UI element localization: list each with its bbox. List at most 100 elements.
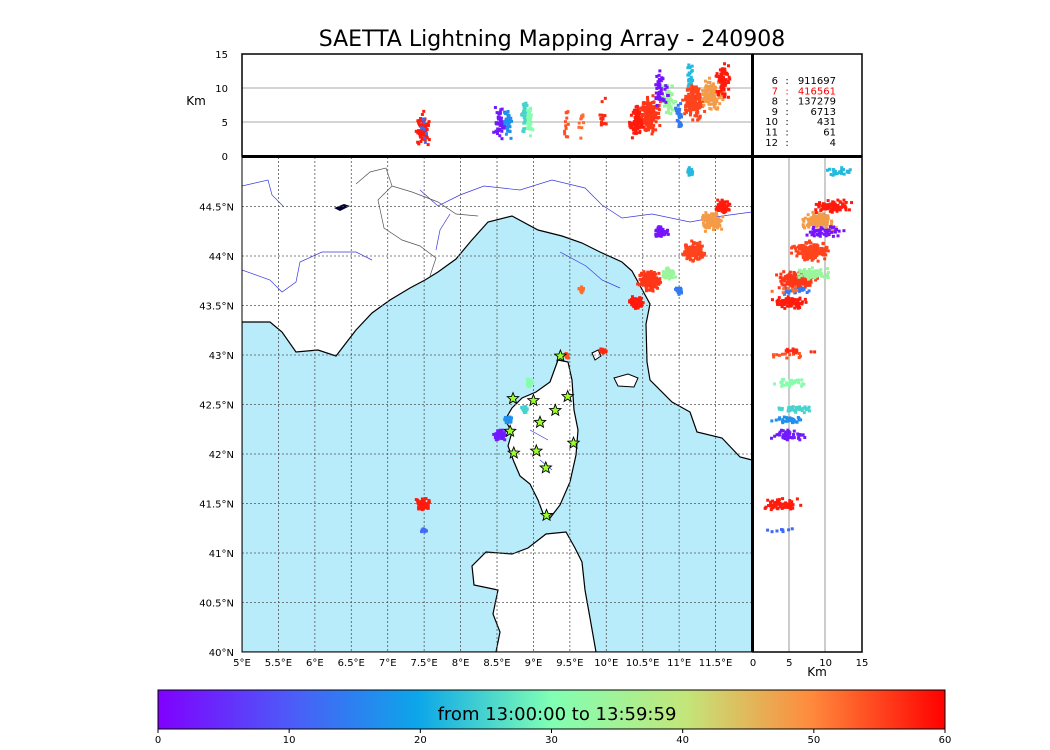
lightning-altitude-point <box>704 100 708 104</box>
lightning-source-point <box>714 210 718 214</box>
lightning-altitude-point <box>563 120 567 124</box>
lightning-latitude-point <box>831 200 835 204</box>
lightning-altitude-point <box>721 68 725 72</box>
lightning-source-point <box>722 200 726 204</box>
lightning-altitude-point <box>528 127 532 131</box>
lightning-latitude-point <box>794 281 798 285</box>
lightning-altitude-point <box>603 122 607 126</box>
lightning-latitude-point <box>829 223 833 227</box>
lightning-altitude-point <box>689 110 693 114</box>
lightning-source-point <box>425 504 429 508</box>
station-star-icon <box>533 415 547 429</box>
lightning-altitude-point <box>707 99 711 103</box>
lightning-source-point <box>691 244 695 248</box>
lightning-latitude-point <box>766 498 770 502</box>
lightning-altitude-point <box>664 84 668 88</box>
lightning-altitude-point <box>522 105 526 109</box>
lightning-altitude-point <box>657 73 661 77</box>
lightning-source-point <box>414 498 418 502</box>
lightning-altitude-point <box>423 136 427 140</box>
lightning-altitude-point <box>715 97 719 101</box>
lightning-latitude-point <box>777 432 781 436</box>
lightning-altitude-point <box>642 105 646 109</box>
map-y-tick-label: 43.5°N <box>199 302 234 313</box>
lightning-altitude-point <box>654 83 658 87</box>
lightning-altitude-point <box>422 109 426 113</box>
lightning-altitude-point <box>687 73 691 77</box>
altitude-lon-points <box>414 62 732 147</box>
lightning-latitude-point <box>817 213 821 217</box>
lightning-latitude-point <box>790 283 794 287</box>
lightning-source-point <box>720 202 724 206</box>
capraia-island <box>591 349 602 361</box>
lightning-latitude-point <box>786 295 790 299</box>
lightning-latitude-point <box>806 253 810 257</box>
lightning-source-point <box>654 279 658 283</box>
lightning-source-point <box>642 283 646 287</box>
map-y-tick-label: 44.5°N <box>199 203 234 214</box>
lightning-altitude-point <box>713 90 717 94</box>
map-x-tick-label: 10°E <box>594 658 618 669</box>
lightning-source-point <box>420 530 424 534</box>
lightning-source-point <box>664 230 668 234</box>
colorbar-tick-label: 0 <box>155 735 161 746</box>
lightning-source-point <box>639 277 643 281</box>
map-x-tick-label: 7.5°E <box>411 658 438 669</box>
lightning-source-point <box>708 214 712 218</box>
lightning-altitude-point <box>521 129 525 133</box>
lightning-altitude-point <box>722 86 726 90</box>
lightning-altitude-point <box>650 100 654 104</box>
lightning-latitude-point <box>822 232 826 236</box>
lightning-latitude-point <box>813 252 817 256</box>
lightning-latitude-point <box>798 280 802 284</box>
lightning-latitude-point <box>792 352 796 356</box>
lightning-altitude-point <box>414 129 418 133</box>
lightning-altitude-point <box>521 112 525 116</box>
lightning-source-point <box>710 217 714 221</box>
lightning-altitude-point <box>600 122 604 126</box>
lightning-source-point <box>689 172 693 176</box>
lightning-latitude-point <box>782 415 786 419</box>
lightning-source-point <box>694 255 698 259</box>
lightning-latitude-point <box>797 352 801 356</box>
lightning-latitude-point <box>805 407 809 411</box>
lightning-altitude-point <box>666 95 670 99</box>
lightning-source-point <box>666 270 670 274</box>
lightning-altitude-point <box>650 113 654 117</box>
lightning-source-point <box>685 247 689 251</box>
lightning-altitude-point <box>669 91 673 95</box>
lightning-altitude-point <box>711 95 715 99</box>
lightning-latitude-point <box>782 502 786 506</box>
lightning-source-point <box>687 248 691 252</box>
lightning-latitude-point <box>804 300 808 304</box>
lightning-source-point <box>498 428 502 432</box>
lightning-latitude-point <box>796 252 800 256</box>
lightning-source-point <box>652 274 656 278</box>
lightning-altitude-point <box>639 115 643 119</box>
lightning-latitude-point <box>789 304 793 308</box>
lightning-altitude-point <box>421 117 425 121</box>
lightning-latitude-point <box>814 273 818 277</box>
lightning-latitude-point <box>824 230 828 234</box>
lightning-altitude-point <box>694 105 698 109</box>
lightning-latitude-point <box>809 216 813 220</box>
lightning-latitude-point <box>794 249 798 253</box>
lightning-latitude-point <box>770 419 774 423</box>
lightning-source-point <box>647 284 651 288</box>
lightning-latitude-point <box>812 275 816 279</box>
lightning-source-point <box>666 228 670 232</box>
lightning-altitude-point <box>632 121 636 125</box>
lightning-altitude-point <box>500 137 504 141</box>
lightning-altitude-point <box>629 113 633 117</box>
lightning-source-point <box>705 226 709 230</box>
lightning-latitude-point <box>837 229 841 233</box>
lightning-altitude-point <box>644 129 648 133</box>
lightning-altitude-point <box>710 102 714 106</box>
lightning-latitude-point <box>783 279 787 283</box>
lightning-source-point <box>633 299 637 303</box>
lightning-source-point <box>642 270 646 274</box>
lightning-altitude-point <box>528 134 532 138</box>
lightning-latitude-point <box>789 378 793 382</box>
lightning-source-point <box>646 276 650 280</box>
lightning-source-point <box>670 273 674 277</box>
